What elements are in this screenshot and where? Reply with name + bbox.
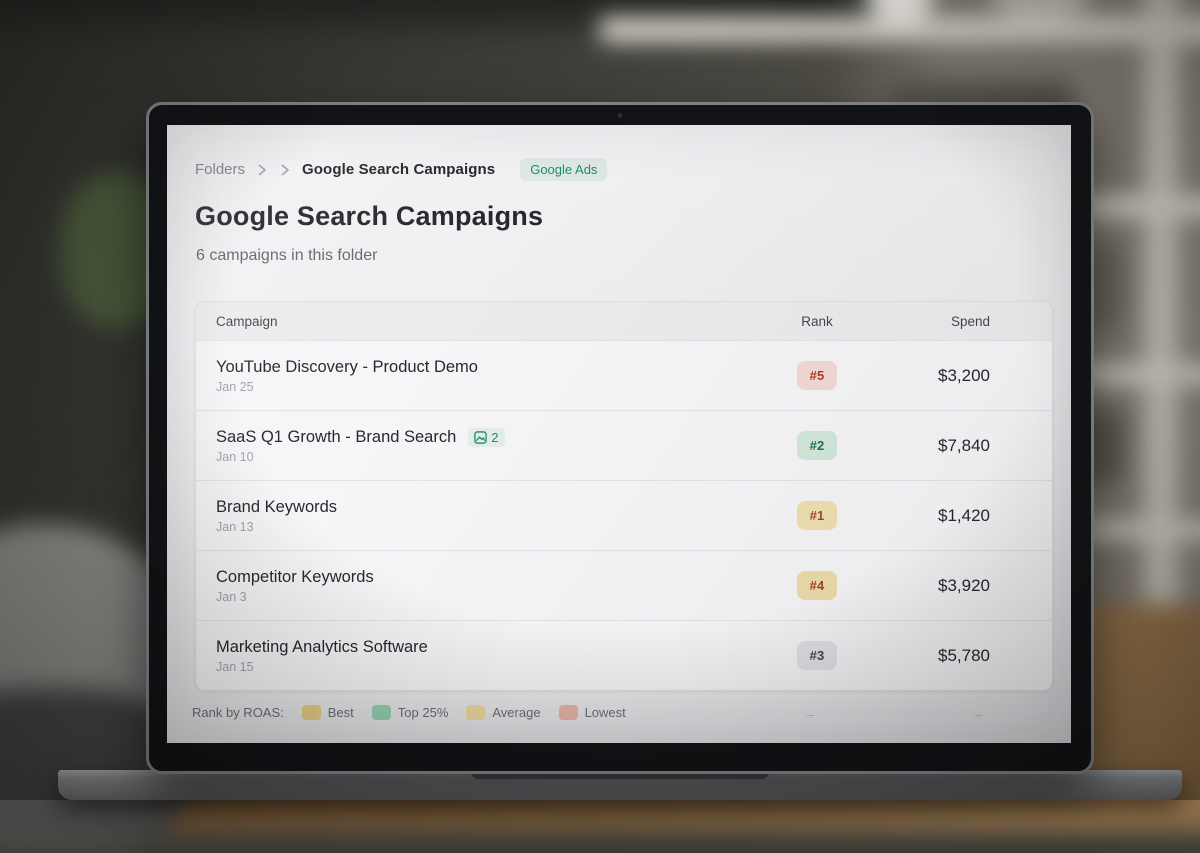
- table-row[interactable]: YouTube Discovery - Product Demo Jan 25 …: [196, 340, 1052, 410]
- app-screen: Folders Google Search Campaigns Google A…: [167, 125, 1071, 743]
- laptop-base: [58, 770, 1182, 800]
- footer-spend-dash: –: [975, 707, 983, 722]
- legend-swatch-average: [466, 705, 486, 720]
- legend-item-top25: Top 25%: [371, 705, 449, 720]
- legend-label-lowest: Lowest: [584, 705, 626, 720]
- shelf-post: [1143, 0, 1179, 627]
- legend-label-average: Average: [492, 705, 541, 720]
- column-header-spend: Spend: [950, 313, 990, 329]
- campaign-name: SaaS Q1 Growth - Brand Search: [216, 427, 457, 446]
- campaign-cell: SaaS Q1 Growth - Brand Search 2 Jan 10: [196, 427, 752, 464]
- rank-cell: #5: [752, 361, 882, 390]
- rank-badge: #4: [797, 571, 837, 600]
- rank-badge: #3: [797, 641, 837, 670]
- chevron-right-icon: [279, 164, 291, 176]
- webcam-dot: [617, 113, 623, 118]
- attachment-chip[interactable]: 2: [468, 427, 505, 447]
- breadcrumb-current-folder: Google Search Campaigns: [302, 161, 496, 178]
- spend-value: $1,420: [938, 505, 990, 525]
- shelf-box: [991, 0, 1090, 17]
- campaign-name: Brand Keywords: [216, 497, 338, 516]
- table-row[interactable]: Brand Keywords Jan 13 #1 $1,420: [196, 480, 1052, 550]
- campaign-count-subtitle: 6 campaigns in this folder: [196, 247, 378, 264]
- campaign-date: Jan 15: [216, 659, 254, 674]
- campaign-date: Jan 13: [216, 519, 254, 534]
- rank-badge: #1: [797, 501, 837, 530]
- attachment-count: 2: [491, 429, 499, 445]
- breadcrumb-folders-link[interactable]: Folders: [195, 161, 246, 178]
- rank-cell: #4: [752, 571, 882, 600]
- chevron-right-icon: [256, 164, 268, 176]
- campaign-name: Marketing Analytics Software: [216, 637, 428, 656]
- laptop-screen-bezel: Folders Google Search Campaigns Google A…: [146, 102, 1094, 774]
- laptop-lid-notch: [470, 770, 770, 779]
- shelf-vase: [867, 0, 934, 21]
- campaign-date: Jan 3: [216, 589, 247, 604]
- spend-value: $5,780: [938, 645, 990, 665]
- rank-badge: #2: [797, 431, 837, 460]
- table-row[interactable]: Competitor Keywords Jan 3 #4 $3,920: [196, 550, 1052, 620]
- table-row[interactable]: SaaS Q1 Growth - Brand Search 2 Jan 10 #…: [196, 410, 1052, 480]
- legend-swatch-lowest: [558, 705, 578, 720]
- spend-value: $3,200: [938, 365, 990, 385]
- rank-cell: #1: [752, 501, 882, 530]
- legend-label-top25: Top 25%: [397, 705, 449, 720]
- campaign-cell: Competitor Keywords Jan 3: [196, 568, 752, 604]
- spend-value: $7,840: [938, 435, 990, 455]
- google-ads-source-badge[interactable]: Google Ads: [520, 158, 608, 181]
- legend-label-best: Best: [327, 705, 354, 720]
- campaign-date: Jan 10: [216, 449, 254, 464]
- breadcrumb: Folders Google Search Campaigns Google A…: [195, 158, 608, 181]
- table-row[interactable]: Marketing Analytics Software Jan 15 #3 $…: [196, 620, 1052, 690]
- column-header-rank: Rank: [801, 313, 833, 329]
- rank-cell: #2: [752, 431, 882, 460]
- legend-swatch-best: [301, 705, 321, 720]
- page-title: Google Search Campaigns: [195, 201, 544, 231]
- campaign-name: YouTube Discovery - Product Demo: [216, 357, 478, 376]
- footer-rank-dash: –: [807, 707, 815, 722]
- legend-item-lowest: Lowest: [558, 705, 626, 720]
- campaign-name: Competitor Keywords: [216, 567, 374, 586]
- rank-cell: #3: [752, 641, 882, 670]
- legend-item-average: Average: [466, 705, 541, 720]
- spend-value: $3,920: [938, 575, 990, 595]
- campaign-cell: YouTube Discovery - Product Demo Jan 25: [196, 358, 752, 394]
- table-header-row: Campaign Rank Spend: [196, 302, 1052, 340]
- rank-badge: #5: [797, 361, 837, 390]
- rank-legend: Rank by ROAS: Best Top 25% Average Lowes…: [192, 705, 626, 720]
- campaign-date: Jan 25: [216, 379, 254, 394]
- campaign-cell: Marketing Analytics Software Jan 15: [196, 638, 752, 674]
- shelf-board: [600, 16, 1200, 42]
- legend-title: Rank by ROAS:: [192, 705, 284, 720]
- campaigns-table: Campaign Rank Spend YouTube Discovery - …: [195, 301, 1053, 691]
- campaign-cell: Brand Keywords Jan 13: [196, 498, 752, 534]
- legend-item-best: Best: [301, 705, 354, 720]
- legend-swatch-top25: [371, 705, 391, 720]
- column-header-campaign: Campaign: [216, 313, 278, 329]
- image-icon: [474, 430, 488, 444]
